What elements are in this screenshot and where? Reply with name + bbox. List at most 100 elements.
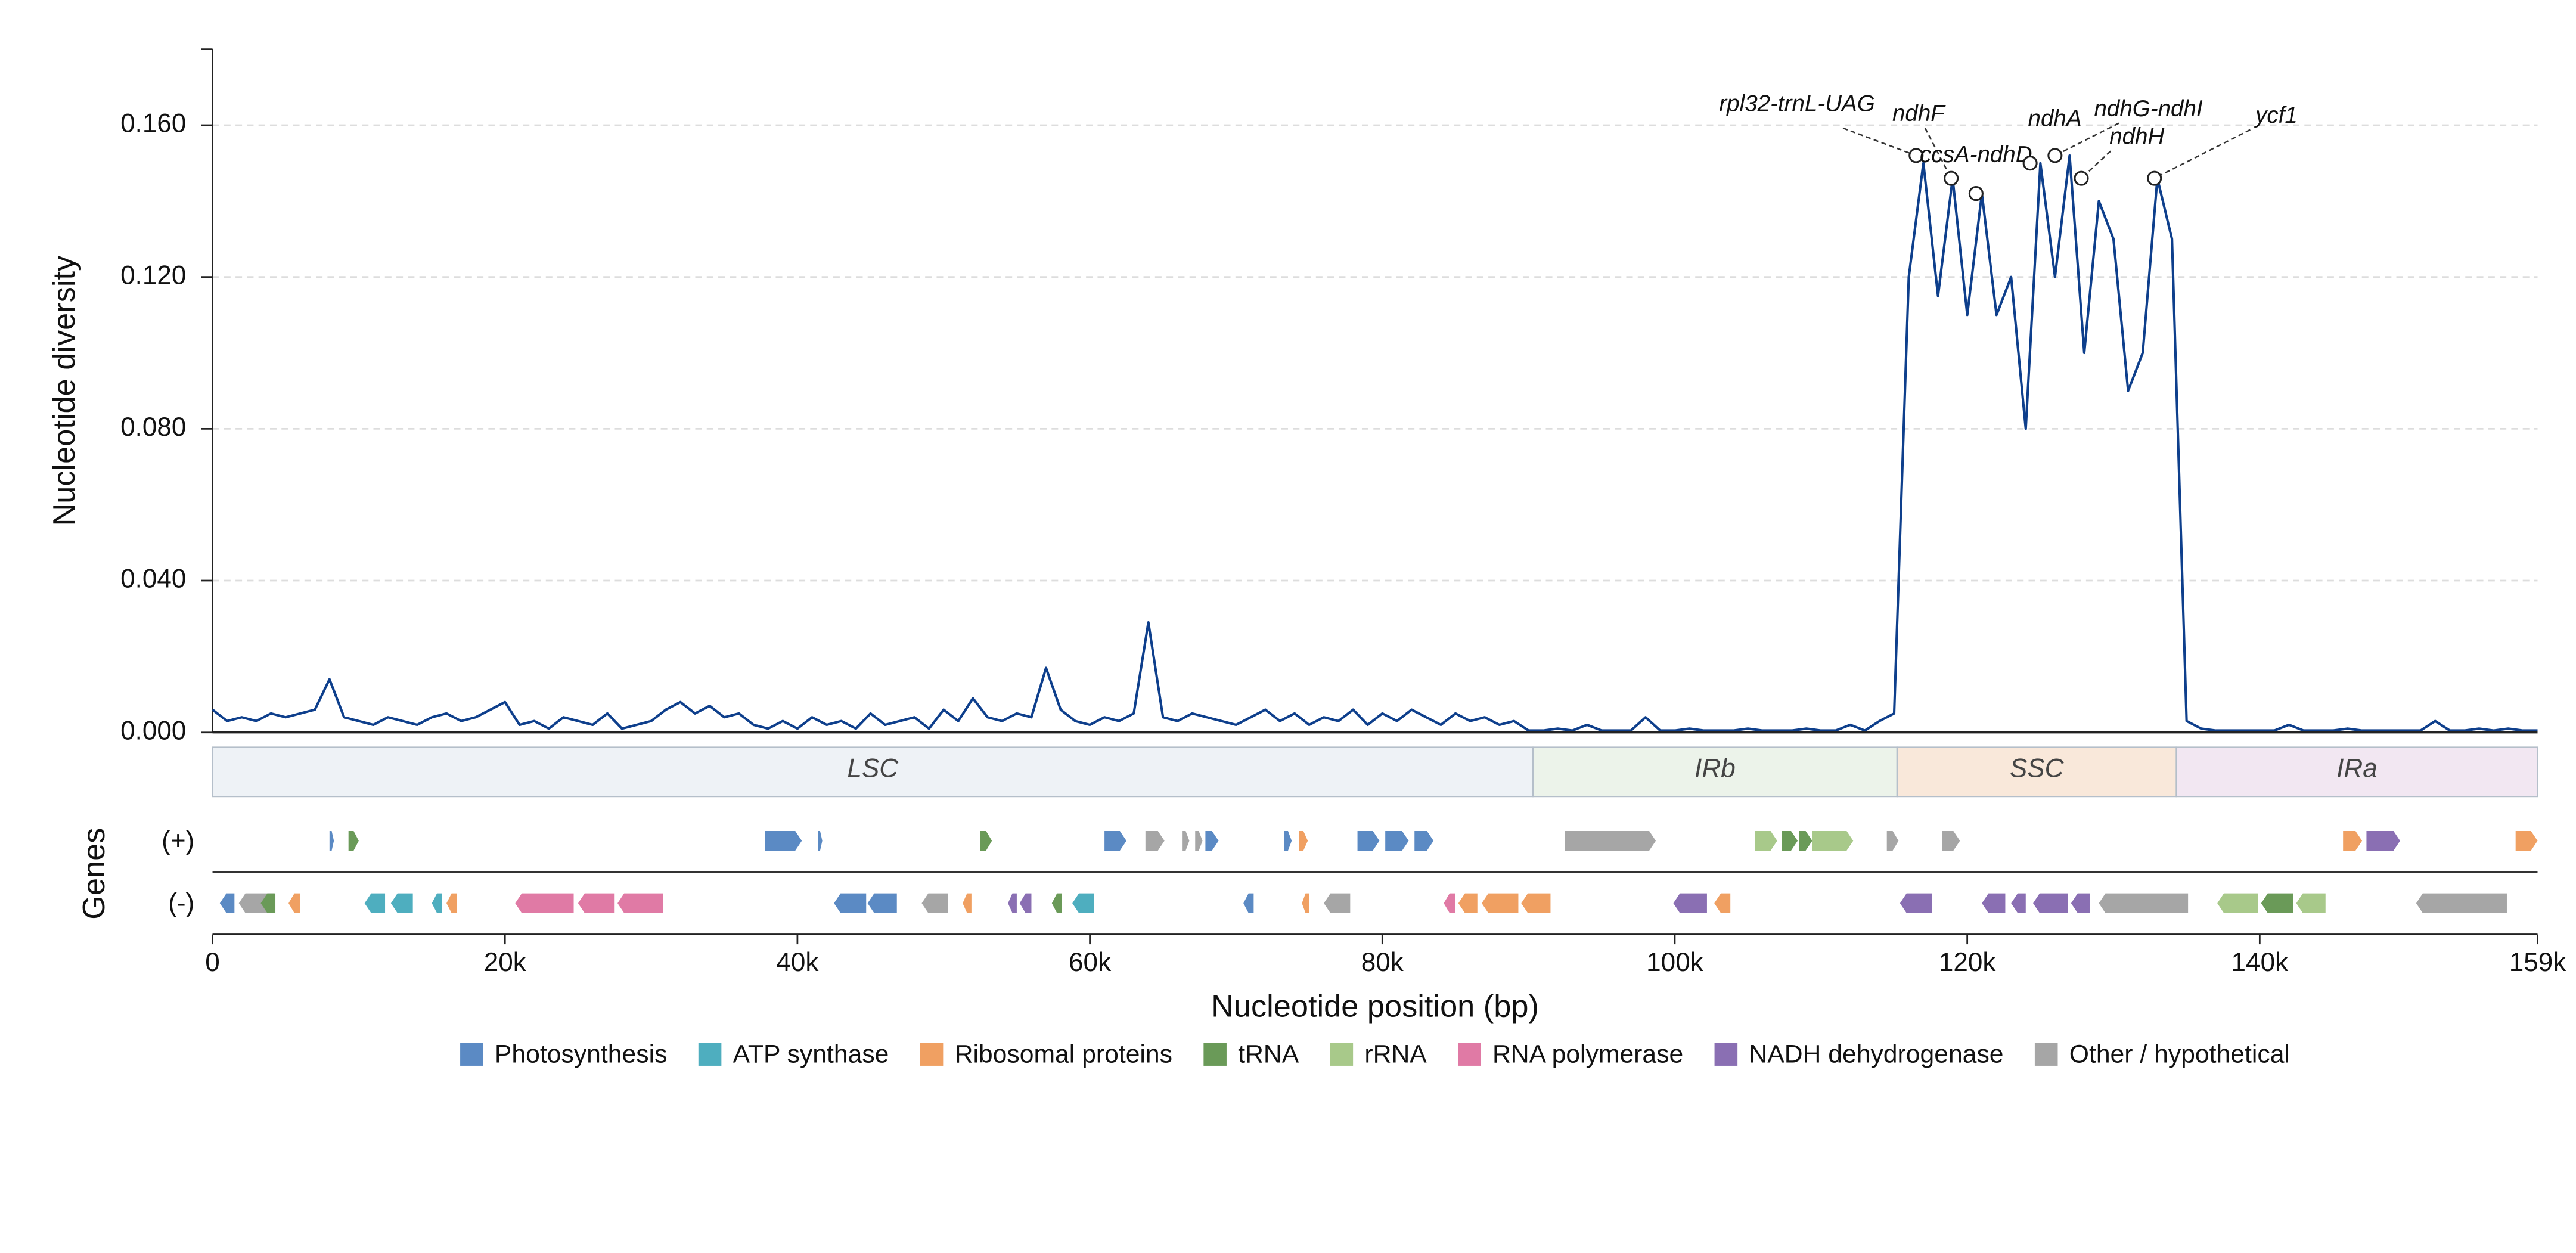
region-label: LSC [847,754,899,783]
legend-swatch [1203,1043,1227,1066]
gene [921,893,948,913]
peak-label: ndhF [1892,101,1946,126]
gene [1673,893,1707,913]
gene [1205,830,1219,851]
x-tick-label: 60k [1069,948,1112,977]
legend-label: ATP synthase [733,1040,889,1069]
peak-marker [2074,170,2089,186]
gene [963,893,972,913]
legend-swatch [1330,1043,1354,1066]
gene [1324,893,1351,913]
gene [1299,830,1308,851]
gene [578,893,615,913]
x-tick-label: 40k [776,948,819,977]
gene [1799,830,1812,851]
leader-line [2054,122,2119,157]
peak-label: rpl32-trnL-UAG [1719,91,1874,117]
peak-marker [2147,170,2162,186]
region-label: SSC [2010,754,2065,783]
gene [1812,830,1854,851]
gene [1357,830,1380,851]
gene [834,893,867,913]
gene [432,893,442,913]
peak-label: ccsA-ndhD [1920,142,2032,168]
gene [364,893,386,913]
leader-line [1924,128,1952,179]
gene [1782,830,1798,851]
x-axis-label: Nucleotide position (bp) [1211,989,1539,1024]
gene [2416,893,2507,913]
gene [2515,830,2538,851]
gene [2296,893,2326,913]
legend: Photosynthesis ATP synthase Ribosomal prot… [460,1040,2290,1069]
gene [390,893,413,913]
y-axis-label: Nucleotide diversity [47,255,82,526]
gene [2343,830,2363,851]
peak-label: ndhH [2109,124,2164,150]
x-tick-label: 140k [2232,948,2289,977]
x-tick-label: 159k [2509,948,2567,977]
y-tick-label: 0.080 [120,413,186,442]
peak-marker [1968,186,1984,201]
gene [260,893,276,913]
legend-swatch [920,1043,944,1066]
gene [818,830,823,851]
region-band [2175,746,2538,798]
gene [1195,830,1203,851]
gene [617,893,663,913]
gene [1072,893,1094,913]
peak-marker [2022,156,2038,171]
gene [1886,830,1899,851]
gene [1385,830,1409,851]
legend-label: NADH dehydrogenase [1749,1040,2003,1069]
legend-label: Ribosomal proteins [955,1040,1172,1069]
legend-swatch [698,1043,722,1066]
legend-label: RNA polymerase [1492,1040,1683,1069]
y-tick-label: 0.120 [120,260,186,290]
gene [1482,893,1519,913]
leader-line [1842,127,1917,157]
gene [1051,893,1062,913]
gene [515,893,574,913]
legend-swatch [460,1043,483,1066]
legend-label: Other / hypothetical [2069,1040,2290,1069]
legend-swatch [1714,1043,1738,1066]
diversity-line [212,154,2538,732]
x-tick-label: 100k [1646,948,1704,977]
y-tick-label: 0.040 [120,565,186,594]
peak-marker [1908,148,1924,163]
x-tick-label: 0 [205,948,220,977]
gene [1284,830,1292,851]
legend-swatch [1458,1043,1481,1066]
gene [867,893,897,913]
region-band [212,746,1534,798]
track-label: (-) [168,889,194,918]
gene [1243,893,1254,913]
y-tick-label: 0.160 [120,109,186,138]
y-tick-label: 0.000 [120,716,186,745]
gene [1755,830,1777,851]
gene [1008,893,1017,913]
region-band [1532,746,1898,798]
x-tick-label: 20k [484,948,527,977]
gene [1942,830,1960,851]
legend-label: Photosynthesis [495,1040,668,1069]
peak-marker [1944,170,1959,186]
gene [1444,893,1455,913]
gene [1900,893,1932,913]
gene [1019,893,1032,913]
gene [1104,830,1126,851]
peak-marker [2047,148,2063,163]
gene [446,893,457,913]
gene [1414,830,1434,851]
gene [348,830,359,851]
gene [765,830,802,851]
peak-label: ndhG-ndhI [2094,96,2202,122]
gene [2099,893,2189,913]
legend-label: rRNA [1364,1040,1427,1069]
gene [1182,830,1190,851]
gene [288,893,300,913]
gene [1458,893,1478,913]
